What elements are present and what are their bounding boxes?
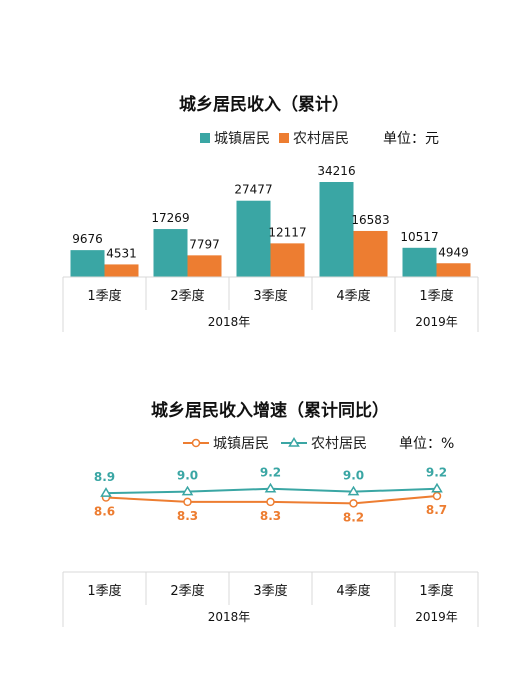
bar-chart-legend: 城镇居民 农村居民 — [200, 131, 349, 147]
bar-rural — [353, 230, 388, 277]
point-label-urban: 8.3 — [260, 509, 281, 523]
bar-value-label-rural: 4949 — [438, 245, 469, 259]
bar-chart-categories: 1季度 2季度 3季度 4季度 1季度 2018年 2019年 — [87, 288, 457, 329]
point-label-urban: 8.3 — [177, 509, 198, 523]
line-category-label: 1季度 — [87, 583, 121, 599]
bar-rural — [270, 243, 305, 277]
bar-year-group-label: 2019年 — [415, 315, 458, 329]
bar-value-label-urban: 27477 — [234, 183, 272, 197]
point-marker-urban — [183, 497, 192, 507]
legend-label-urban: 城镇居民 — [213, 436, 269, 452]
bar-category-label: 4季度 — [336, 288, 370, 304]
bar-value-label-urban: 34216 — [317, 164, 355, 178]
line-chart-unit: 单位：% — [399, 436, 454, 452]
point-marker-rural — [100, 487, 112, 497]
bar-value-label-urban: 9676 — [72, 232, 103, 246]
bar-urban — [319, 182, 354, 277]
bar-value-label-rural: 7797 — [189, 237, 220, 251]
line-chart-legend: 城镇居民 农村居民 — [183, 436, 367, 452]
bar-chart-unit: 单位：元 — [383, 131, 439, 147]
bar-category-label: 3季度 — [253, 288, 287, 304]
line-category-label: 4季度 — [336, 583, 370, 599]
bar-urban — [402, 247, 437, 277]
point-label-urban: 8.6 — [94, 505, 115, 519]
legend-marker-triangle — [288, 437, 300, 447]
line-chart-title: 城乡居民收入增速（累计同比） — [151, 400, 389, 421]
bar-category-label: 2季度 — [170, 288, 204, 304]
bar-category-label: 1季度 — [419, 288, 453, 304]
legend-swatch-rural — [279, 133, 289, 143]
bar-rural — [187, 255, 222, 277]
legend-label-rural: 农村居民 — [311, 436, 367, 452]
bar-value-label-urban: 17269 — [151, 211, 189, 225]
point-label-urban: 8.7 — [426, 503, 447, 517]
bar-value-label-rural: 16583 — [351, 213, 389, 227]
point-marker-urban — [349, 499, 358, 508]
bar-category-label: 1季度 — [87, 288, 121, 304]
line-chart-categories: 1季度 2季度 3季度 4季度 1季度 2018年 2019年 — [87, 583, 457, 624]
point-marker-rural — [431, 482, 443, 493]
point-label-rural: 9.0 — [177, 469, 198, 483]
line-year-group-label: 2018年 — [208, 610, 251, 624]
point-marker-urban — [266, 497, 275, 507]
legend-label-rural: 农村居民 — [293, 131, 349, 147]
bar-value-label-rural: 4531 — [106, 246, 137, 260]
line-category-label: 3季度 — [253, 583, 287, 599]
point-marker-rural — [181, 485, 194, 496]
bar-chart-category-axis — [62, 276, 479, 332]
bar-urban — [153, 229, 188, 277]
bar-rural — [104, 264, 139, 277]
bar-chart-title: 城乡居民收入（累计） — [179, 94, 349, 115]
line-category-label: 2季度 — [170, 583, 204, 599]
line-series-group: 8.6 8.3 8.3 8.2 8.7 8.9 9.0 9.2 9.0 9.2 — [94, 466, 447, 525]
bar-urban — [70, 250, 105, 277]
line-chart-category-axis — [62, 571, 479, 627]
bar-urban — [236, 200, 271, 277]
point-marker-rural — [264, 482, 277, 493]
point-label-urban: 8.2 — [343, 510, 364, 524]
line-category-label: 1季度 — [419, 583, 453, 599]
point-label-rural: 8.9 — [94, 470, 115, 484]
legend-marker-circle — [191, 438, 201, 448]
legend-swatch-urban — [200, 133, 210, 143]
point-marker-rural — [347, 485, 360, 496]
point-marker-urban — [432, 491, 442, 501]
line-year-group-label: 2019年 — [415, 610, 458, 624]
bar-year-group-label: 2018年 — [208, 315, 251, 329]
point-label-rural: 9.2 — [426, 466, 447, 480]
point-label-rural: 9.2 — [260, 466, 281, 480]
point-label-rural: 9.0 — [343, 469, 364, 483]
bar-value-label-urban: 10517 — [400, 230, 438, 244]
bar-rural — [436, 263, 471, 277]
legend-label-urban: 城镇居民 — [214, 131, 270, 147]
growth-line-chart: 城乡居民收入增速（累计同比） 城镇居民 农村居民 单位：% 8.6 8.3 8.3 8… — [62, 400, 479, 627]
bar-value-label-rural: 12117 — [268, 225, 306, 239]
